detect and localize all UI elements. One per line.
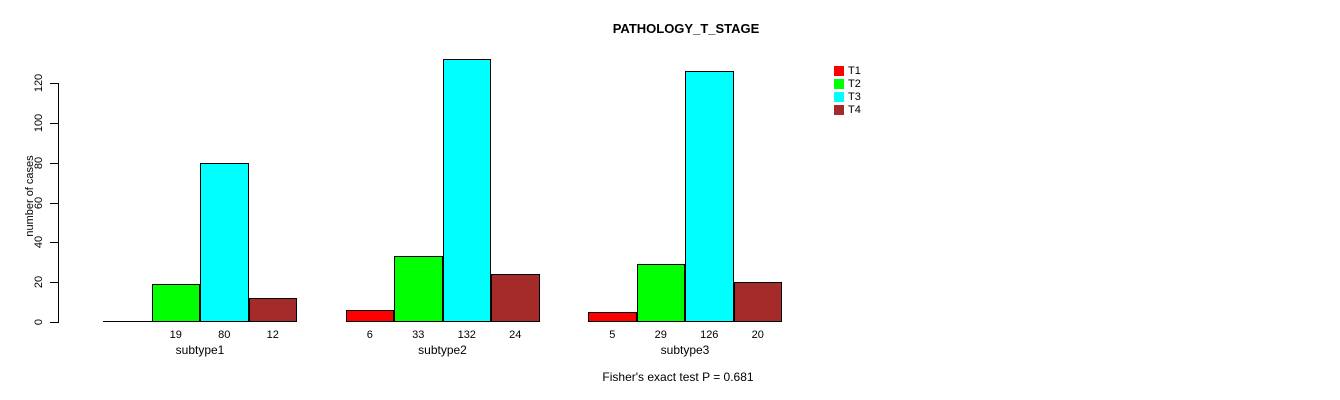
legend-label-t2: T2 bbox=[848, 78, 861, 90]
y-tick-mark bbox=[50, 242, 58, 244]
y-tick-mark bbox=[50, 202, 58, 204]
y-tick-mark bbox=[50, 322, 58, 323]
y-tick-label: 120 bbox=[33, 73, 45, 93]
y-tick-label: 60 bbox=[33, 196, 45, 209]
y-tick-mark bbox=[50, 122, 58, 124]
bar-value-label: 80 bbox=[218, 329, 231, 341]
bar-value-label: 19 bbox=[169, 329, 182, 341]
bar-t4-subtype2 bbox=[491, 274, 540, 322]
bar-value-label: 33 bbox=[412, 329, 425, 341]
category-label-subtype2: subtype2 bbox=[418, 343, 467, 357]
bar-value-label: 6 bbox=[366, 329, 373, 341]
bar-value-label: 20 bbox=[751, 329, 764, 341]
legend-label-t1: T1 bbox=[848, 65, 861, 77]
bar-t4-subtype3 bbox=[733, 282, 782, 322]
bar-value-label: 24 bbox=[509, 329, 522, 341]
legend-swatch-t3 bbox=[834, 92, 844, 102]
bar-t3-subtype3 bbox=[685, 71, 734, 322]
bar-t3-subtype1 bbox=[200, 162, 249, 322]
legend-label-t4: T4 bbox=[848, 104, 861, 116]
category-label-subtype3: subtype3 bbox=[660, 343, 710, 357]
legend-swatch-t4 bbox=[834, 105, 844, 115]
bar-t4-subtype1 bbox=[248, 298, 297, 322]
bar-value-label: 126 bbox=[700, 329, 719, 341]
y-tick-mark bbox=[50, 282, 58, 284]
y-tick-label: 100 bbox=[33, 113, 45, 133]
annotation-fisher-test: Fisher's exact test P = 0.681 bbox=[602, 370, 754, 384]
y-tick-label: 80 bbox=[33, 156, 45, 169]
y-tick-label: 0 bbox=[33, 318, 45, 326]
bar-value-label: 5 bbox=[609, 329, 616, 341]
bar-t2-subtype1 bbox=[151, 284, 200, 322]
legend-label-t3: T3 bbox=[848, 91, 861, 103]
bar-value-label: 132 bbox=[457, 329, 476, 341]
y-axis-line bbox=[58, 83, 59, 323]
bar-t2-subtype3 bbox=[636, 264, 685, 322]
y-tick-mark bbox=[50, 162, 58, 164]
bar-t1-subtype3 bbox=[588, 312, 637, 322]
bar-t1-subtype2 bbox=[345, 310, 394, 322]
legend-swatch-t2 bbox=[834, 79, 844, 89]
bar-t3-subtype2 bbox=[442, 59, 491, 322]
chart-title: PATHOLOGY_T_STAGE bbox=[612, 21, 760, 36]
y-tick-label: 40 bbox=[33, 236, 45, 249]
y-tick-label: 20 bbox=[33, 276, 45, 289]
legend-swatch-t1 bbox=[834, 66, 844, 76]
bar-value-label: 29 bbox=[654, 329, 667, 341]
y-tick-mark bbox=[50, 83, 58, 84]
bar-value-label: 12 bbox=[266, 329, 279, 341]
category-label-subtype1: subtype1 bbox=[175, 343, 225, 357]
bar-t2-subtype2 bbox=[394, 256, 443, 322]
bar-t1-subtype1 bbox=[103, 321, 152, 322]
